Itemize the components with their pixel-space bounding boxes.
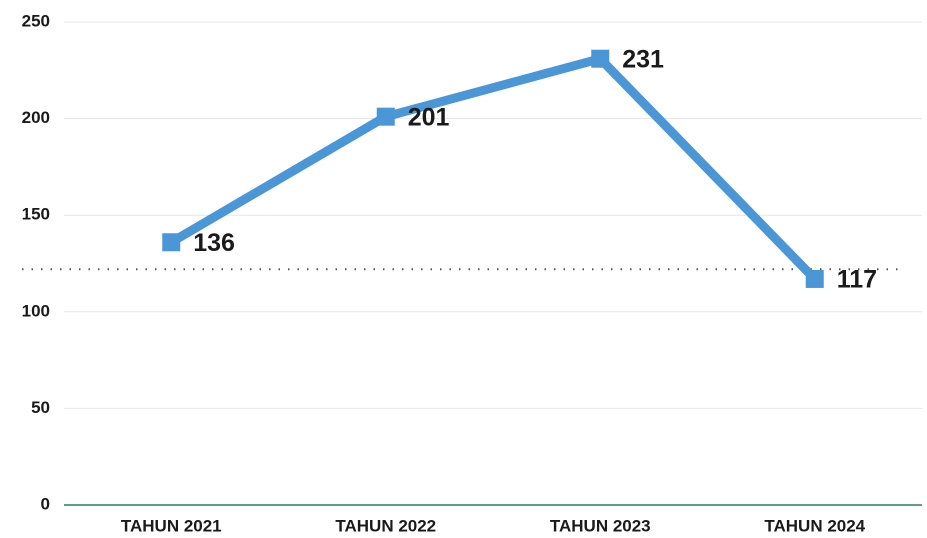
data-label: 201 xyxy=(408,103,450,131)
data-label: 136 xyxy=(193,229,235,257)
y-tick-label: 250 xyxy=(22,11,50,30)
x-tick-label: TAHUN 2022 xyxy=(335,516,436,535)
y-tick-label: 200 xyxy=(22,108,50,127)
y-tick-label: 0 xyxy=(41,494,50,513)
x-tick-label: TAHUN 2021 xyxy=(121,516,222,535)
marker xyxy=(162,233,181,252)
data-label: 231 xyxy=(622,45,664,73)
y-tick-label: 150 xyxy=(22,205,50,224)
line xyxy=(168,54,818,283)
y-tick-label: 100 xyxy=(22,301,50,320)
x-tick-label: TAHUN 2023 xyxy=(550,516,651,535)
x-tick-label: TAHUN 2024 xyxy=(764,516,865,535)
marker xyxy=(376,107,395,126)
data-label: 117 xyxy=(837,266,877,294)
y-tick-label: 50 xyxy=(31,398,50,417)
marker xyxy=(591,49,610,68)
marker xyxy=(805,269,824,288)
